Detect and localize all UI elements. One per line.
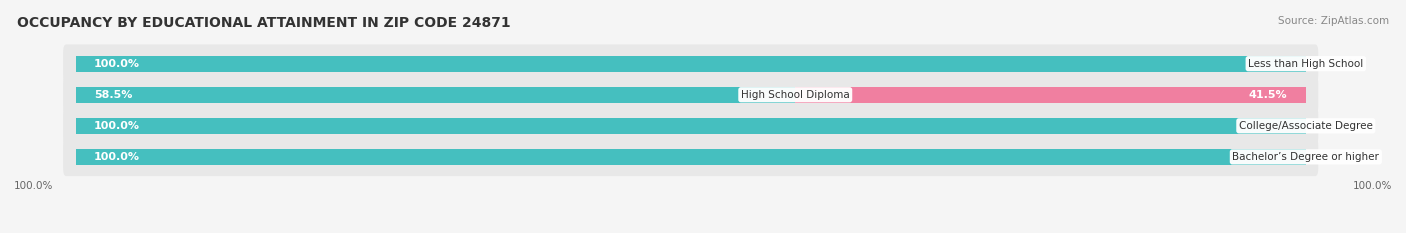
Bar [76,56,1306,72]
Text: 41.5%: 41.5% [1249,90,1288,100]
Text: 58.5%: 58.5% [94,90,132,100]
FancyBboxPatch shape [63,106,1319,145]
Bar [76,118,1306,134]
Text: 100.0%: 100.0% [14,182,53,191]
Text: 100.0%: 100.0% [1353,182,1392,191]
FancyBboxPatch shape [63,75,1319,114]
Bar [76,149,1306,165]
Text: OCCUPANCY BY EDUCATIONAL ATTAINMENT IN ZIP CODE 24871: OCCUPANCY BY EDUCATIONAL ATTAINMENT IN Z… [17,16,510,30]
Bar [796,87,1306,103]
Text: College/Associate Degree: College/Associate Degree [1239,121,1372,131]
Text: 0.0%: 0.0% [1330,152,1358,162]
Text: 100.0%: 100.0% [94,59,141,69]
Text: 0.0%: 0.0% [1330,121,1358,131]
Text: Source: ZipAtlas.com: Source: ZipAtlas.com [1278,16,1389,26]
Text: 0.0%: 0.0% [1330,59,1358,69]
Text: 100.0%: 100.0% [94,152,141,162]
Bar [76,87,796,103]
Text: Bachelor’s Degree or higher: Bachelor’s Degree or higher [1233,152,1379,162]
Text: 100.0%: 100.0% [94,121,141,131]
Text: Less than High School: Less than High School [1249,59,1364,69]
Text: High School Diploma: High School Diploma [741,90,849,100]
FancyBboxPatch shape [63,138,1319,176]
FancyBboxPatch shape [63,45,1319,83]
